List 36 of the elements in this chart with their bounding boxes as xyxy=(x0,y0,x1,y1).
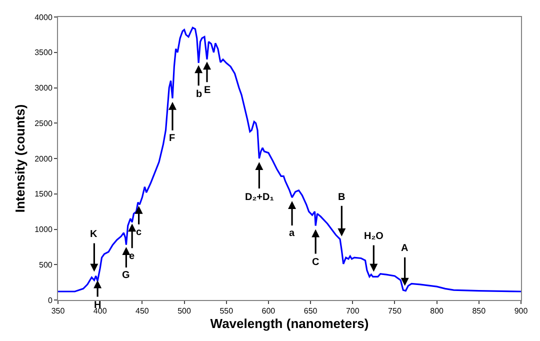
annotation: c xyxy=(136,227,142,238)
annotation: F xyxy=(169,133,176,144)
y-tick-label: 1000 xyxy=(34,225,53,234)
annotation: K xyxy=(90,229,98,240)
y-tick-label: 2500 xyxy=(34,118,53,128)
annotation: H₂O xyxy=(364,231,384,242)
annotation: C xyxy=(312,257,320,268)
y-tick-label: 3500 xyxy=(34,48,53,58)
x-tick-label: 550 xyxy=(220,306,234,316)
y-tick-label: 500 xyxy=(39,260,53,270)
annotation: E xyxy=(204,85,211,96)
annotation: b xyxy=(196,89,202,100)
x-tick-label: 700 xyxy=(346,306,360,316)
x-tick-label: 450 xyxy=(136,306,150,316)
annotation: a xyxy=(289,228,295,239)
annotation: e xyxy=(129,251,135,262)
line-series xyxy=(58,26,521,292)
annotation: D₂+D₁ xyxy=(245,192,274,203)
x-tick-label: 800 xyxy=(430,306,444,316)
annotation: A xyxy=(401,243,408,254)
y-tick-label: 0 xyxy=(48,296,53,305)
y-tick-label: 2000 xyxy=(34,154,53,164)
y-tick-label: 3000 xyxy=(34,84,53,93)
x-tick-label: 500 xyxy=(178,306,192,316)
x-tick-label: 600 xyxy=(262,306,276,316)
x-tick-label: 850 xyxy=(472,306,486,316)
x-tick-label: 650 xyxy=(304,306,318,316)
y-tick-label: 4000 xyxy=(34,12,53,22)
x-axis-title: Wavelength (nanometers) xyxy=(210,316,369,332)
annotation: B xyxy=(338,192,346,203)
y-axis-title: Intensity (counts) xyxy=(12,104,28,213)
x-tick-label: 750 xyxy=(388,306,402,316)
y-tick-label: 1500 xyxy=(34,190,53,199)
annotation: G xyxy=(122,270,130,281)
x-tick-label: 350 xyxy=(51,306,66,316)
x-tick-label: 900 xyxy=(514,306,528,316)
